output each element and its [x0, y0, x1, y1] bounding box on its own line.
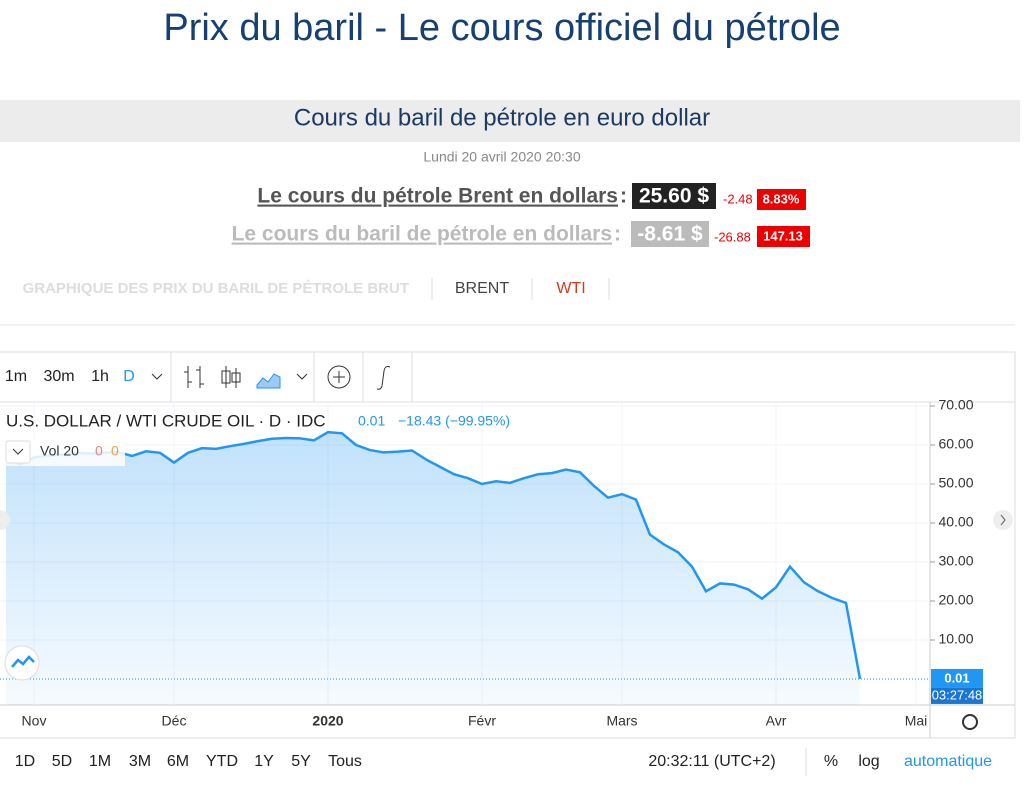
plot: Nov Déc 2020 Févr Mars Avr Mai — [0, 402, 930, 729]
scale-option[interactable]: automatique — [904, 753, 992, 770]
range-button[interactable]: 1M — [89, 753, 111, 770]
scroll-left[interactable] — [0, 510, 10, 530]
y-tick-label: 50.00 — [938, 475, 973, 491]
indicator-value: 0 — [111, 443, 119, 459]
arrow — [1000, 514, 1006, 526]
date: Lundi 20 avril 2020 20:30 — [423, 149, 580, 165]
panel-band — [0, 100, 1020, 142]
brent-link[interactable]: Le cours du pétrole Brent en dollars — [257, 185, 618, 208]
indicator-value: 0 — [95, 443, 103, 459]
x-tick-label: 2020 — [312, 713, 343, 729]
interval[interactable]: 1h — [91, 368, 109, 385]
interval[interactable]: 30m — [43, 368, 74, 385]
area-icon[interactable] — [256, 373, 281, 389]
y-tick-label: 20.00 — [938, 592, 973, 608]
panel-title: Cours du baril de pétrole en euro dollar — [294, 104, 710, 131]
add-icon — [333, 371, 345, 383]
function-icon[interactable] — [376, 366, 391, 390]
settings[interactable] — [962, 714, 978, 730]
bars-icon[interactable] — [184, 366, 204, 388]
scroll-right[interactable] — [993, 510, 1013, 530]
line — [5, 430, 862, 680]
candles-icon[interactable] — [221, 366, 241, 388]
tab[interactable]: GRAPHIQUE DES PRIX DU BARIL DE PÉTROLE B… — [23, 280, 409, 297]
symbol-title: U.S. DOLLAR / WTI CRUDE OIL · D · IDC — [6, 411, 326, 430]
tab[interactable]: BRENT — [455, 280, 509, 297]
clock: 20:32:11 (UTC+2) — [648, 753, 775, 770]
y-axis: 10.00 20.00 30.00 40.00 50.00 60.00 70.00 0.01 0… — [930, 397, 983, 704]
interval[interactable]: 1m — [5, 368, 27, 385]
price-box — [631, 221, 709, 247]
price-tag-label: 0.01 — [944, 670, 969, 685]
tab[interactable]: WTI — [556, 280, 585, 297]
range-button[interactable]: 1D — [15, 753, 35, 770]
footer: 1D 5D 1M 3M 6M YTD 1Y 5Y Tous — [15, 753, 362, 770]
brent-change: -2.48 — [723, 191, 753, 206]
collapse-button[interactable] — [5, 440, 31, 464]
pct-box — [757, 226, 810, 247]
price-change: −18.43 (−99.95%) — [398, 413, 510, 429]
y-tick-label: 70.00 — [938, 397, 973, 413]
dropdown[interactable] — [296, 373, 308, 380]
price-tag — [931, 668, 983, 688]
separator: : — [614, 223, 621, 246]
interval[interactable]: D — [123, 368, 135, 385]
wti-pct: 147.13 — [763, 228, 803, 243]
wti-price: -8.61 $ — [637, 223, 703, 246]
x-tick-label: Févr — [468, 713, 496, 729]
y-tick-label: 40.00 — [938, 514, 973, 530]
x-tick-label: Déc — [162, 713, 187, 729]
y-tick-label: 30.00 — [938, 553, 973, 569]
area — [6, 432, 860, 705]
x-tick-label: Mai — [905, 713, 928, 729]
page-title: Prix du baril - Le cours officiel du pét… — [163, 7, 840, 49]
x-tick-label: Mars — [606, 713, 637, 729]
add-icon[interactable] — [327, 365, 351, 389]
wti-link[interactable]: Le cours du baril de pétrole en dollars — [232, 223, 612, 246]
wti-change: -26.88 — [714, 229, 751, 244]
countdown-tag — [931, 687, 983, 704]
x-tick-label: Nov — [22, 713, 47, 729]
range-button[interactable]: Tous — [328, 753, 362, 770]
scale-option[interactable]: log — [858, 753, 879, 770]
y-tick-label: 60.00 — [938, 436, 973, 452]
chevron — [12, 448, 24, 455]
x-tick-label: Avr — [766, 713, 787, 729]
price-box — [632, 183, 716, 209]
range-button[interactable]: 6M — [167, 753, 189, 770]
separator: : — [620, 185, 627, 208]
range-button[interactable]: 5D — [52, 753, 72, 770]
scale-option[interactable]: % — [824, 753, 838, 770]
indicator-name: Vol 20 — [40, 443, 79, 459]
logo-mark — [11, 655, 35, 668]
range-button[interactable]: YTD — [206, 753, 238, 770]
y-tick-label: 10.00 — [938, 631, 973, 647]
pct-box — [757, 189, 806, 210]
range-button[interactable]: 3M — [129, 753, 151, 770]
range-button[interactable]: 5Y — [291, 753, 311, 770]
brent-pct: 8.83% — [763, 191, 800, 206]
dropdown[interactable] — [151, 373, 163, 380]
range-button[interactable]: 1Y — [254, 753, 274, 770]
last-price: 0.01 — [358, 413, 385, 429]
countdown: 03:27:48 — [932, 687, 983, 702]
brent-price: 25.60 $ — [639, 185, 709, 208]
